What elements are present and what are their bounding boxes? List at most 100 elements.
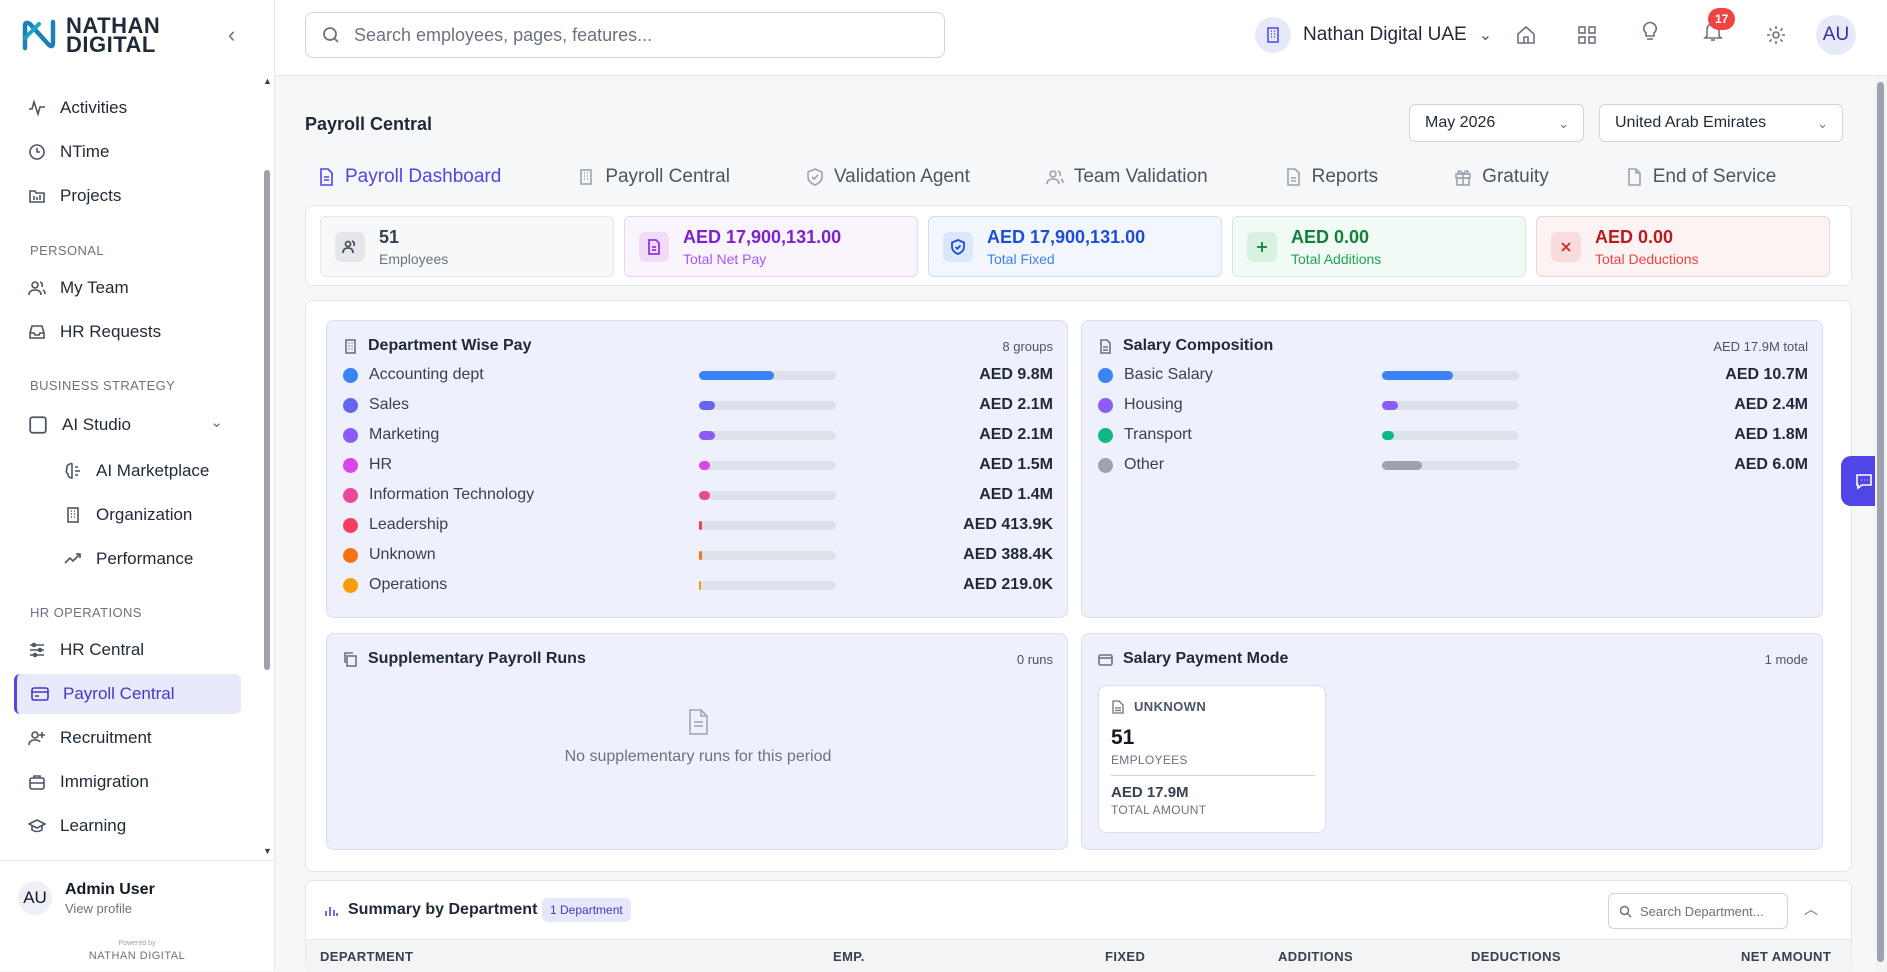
sidebar-item-ai-marketplace[interactable]: AI Marketplace — [50, 451, 240, 491]
tab-team-validation[interactable]: Team Validation — [1034, 157, 1220, 197]
column-header-employees[interactable]: EMP. — [833, 949, 865, 964]
stat-card-deductions: AED 0.00 Total Deductions — [1536, 216, 1830, 277]
progress-fill — [699, 581, 701, 590]
stat-label: Total Additions — [1291, 250, 1382, 267]
powered-brand: NATHAN DIGITAL — [88, 950, 186, 962]
sidebar-item-projects[interactable]: Projects — [14, 176, 241, 216]
section-hr-operations: HR OPERATIONS — [30, 605, 142, 620]
sidebar-item-ntime[interactable]: NTime — [14, 132, 241, 172]
top-bar: Search employees, pages, features... Nat… — [275, 0, 1887, 76]
list-item: Basic Salary — [1098, 364, 1213, 386]
tab-gratuity[interactable]: Gratuity — [1442, 157, 1561, 197]
department-search[interactable]: Search Department... — [1608, 893, 1788, 929]
department-count-badge: 1 Department — [542, 898, 631, 922]
sidebar-item-my-team[interactable]: My Team — [14, 268, 241, 308]
view-profile-link[interactable]: View profile — [65, 901, 132, 916]
sidebar-item-hr-central[interactable]: HR Central — [14, 630, 241, 670]
progress-fill — [699, 401, 715, 410]
sidebar-item-label: AI Marketplace — [96, 461, 210, 480]
shield-check-icon — [943, 231, 973, 262]
sidebar-item-label: NTime — [60, 142, 110, 161]
sidebar-item-recruitment[interactable]: Recruitment — [14, 718, 241, 758]
collapse-sidebar-icon[interactable]: ‹ — [228, 22, 236, 47]
sidebar-scrollbar[interactable]: ▲ ▼ — [263, 76, 272, 856]
sidebar-item-immigration[interactable]: Immigration — [14, 762, 241, 802]
apps-grid-icon[interactable] — [1576, 24, 1598, 46]
department-search-input[interactable]: Search Department... — [1640, 903, 1764, 919]
column-header-additions[interactable]: ADDITIONS — [1278, 949, 1354, 964]
progress-fill — [699, 431, 715, 440]
item-value: AED 219.0K — [963, 576, 1053, 593]
users-icon — [335, 231, 365, 262]
payment-mode-card[interactable]: UNKNOWN 51 EMPLOYEES AED 17.9M TOTAL AMO… — [1098, 685, 1326, 833]
building-icon — [67, 507, 79, 523]
brand-logo[interactable]: NATHAN DIGITAL — [20, 13, 161, 57]
sidebar-item-payroll-central[interactable]: Payroll Central — [14, 674, 241, 714]
item-value: AED 2.4M — [1734, 396, 1808, 413]
month-select[interactable]: May 2026 ⌄ — [1409, 104, 1584, 142]
sidebar-item-organization[interactable]: Organization — [50, 495, 240, 535]
sidebar-item-label: My Team — [60, 278, 129, 297]
progress-bar — [699, 551, 836, 560]
page-title: Payroll Central — [305, 114, 433, 134]
brand-name: NATHAN DIGITAL — [66, 13, 161, 57]
list-item: Marketing — [343, 424, 439, 446]
user-avatar[interactable]: AU — [1816, 15, 1856, 55]
search-input[interactable]: Search employees, pages, features... — [354, 24, 653, 45]
list-item: Other — [1098, 454, 1164, 476]
column-header-net-amount[interactable]: NET AMOUNT — [1741, 949, 1832, 964]
sidebar-item-hr-requests[interactable]: HR Requests — [14, 312, 241, 352]
company-switcher[interactable]: Nathan Digital UAE ⌄ — [1255, 17, 1492, 53]
global-search[interactable]: Search employees, pages, features... — [305, 12, 945, 58]
gear-icon[interactable] — [1765, 24, 1787, 46]
panel-header: Department Wise Pay — [343, 337, 531, 355]
color-dot — [343, 427, 358, 443]
column-header-fixed[interactable]: FIXED — [1105, 949, 1146, 964]
chevron-down-icon[interactable]: ⌄ — [210, 414, 223, 431]
column-header-deductions[interactable]: DEDUCTIONS — [1471, 949, 1561, 964]
sidebar-item-activities[interactable]: Activities — [14, 88, 241, 128]
item-name: Unknown — [369, 546, 436, 563]
home-icon[interactable] — [1515, 24, 1537, 46]
sidebar-item-performance[interactable]: Performance — [50, 539, 240, 579]
list-item: Accounting dept — [343, 364, 484, 386]
tab-payroll-central[interactable]: Payroll Central — [565, 157, 742, 197]
chevron-up-icon[interactable]: ︿ — [1804, 901, 1818, 917]
item-name: Other — [1124, 456, 1165, 473]
column-header-department[interactable]: DEPARTMENT — [320, 949, 414, 964]
page-scroll-thumb[interactable] — [1877, 82, 1884, 962]
sidebar-item-ai-studio[interactable]: AI Studio ⌄ — [14, 405, 239, 445]
sidebar-scroll-thumb[interactable] — [264, 170, 270, 670]
panel-meta: AED 17.9M total — [1713, 339, 1808, 354]
stat-card-total-fixed: AED 17,900,131.00 Total Fixed — [928, 216, 1222, 277]
sidebar-item-learning[interactable]: Learning — [14, 806, 241, 846]
clock-icon — [29, 144, 45, 160]
chip-icon — [29, 416, 47, 434]
sidebar-item-label: HR Central — [60, 640, 145, 659]
copy-icon — [344, 651, 357, 667]
tab-payroll-dashboard[interactable]: Payroll Dashboard — [305, 157, 513, 197]
progress-bar — [1382, 431, 1519, 440]
progress-fill — [699, 551, 702, 560]
stat-label: Total Fixed — [987, 250, 1055, 267]
payment-mode-amount: AED 17.9M — [1111, 784, 1189, 801]
tab-validation-agent[interactable]: Validation Agent — [794, 157, 982, 197]
progress-bar — [1382, 371, 1519, 380]
sidebar-item-label: Immigration — [60, 772, 149, 791]
item-value: AED 1.5M — [979, 456, 1053, 473]
stat-value: AED 0.00 — [1291, 226, 1370, 247]
progress-fill — [1382, 401, 1398, 410]
panel-title: Supplementary Payroll Runs — [368, 650, 586, 667]
lightbulb-icon[interactable] — [1639, 20, 1661, 42]
user-profile[interactable]: AU Admin User View profile Powered by NA… — [0, 860, 274, 971]
tab-reports[interactable]: Reports — [1272, 157, 1391, 197]
country-select[interactable]: United Arab Emirates ⌄ — [1599, 104, 1843, 142]
color-dot — [343, 517, 358, 533]
tab-end-of-service[interactable]: End of Service — [1613, 157, 1789, 197]
item-name: Marketing — [369, 426, 440, 443]
progress-bar — [699, 581, 836, 590]
payment-mode-name: UNKNOWN — [1134, 699, 1207, 714]
item-name: Information Technology — [369, 486, 535, 503]
plus-icon — [1247, 231, 1277, 262]
sidebar-item-label: Projects — [60, 186, 122, 205]
